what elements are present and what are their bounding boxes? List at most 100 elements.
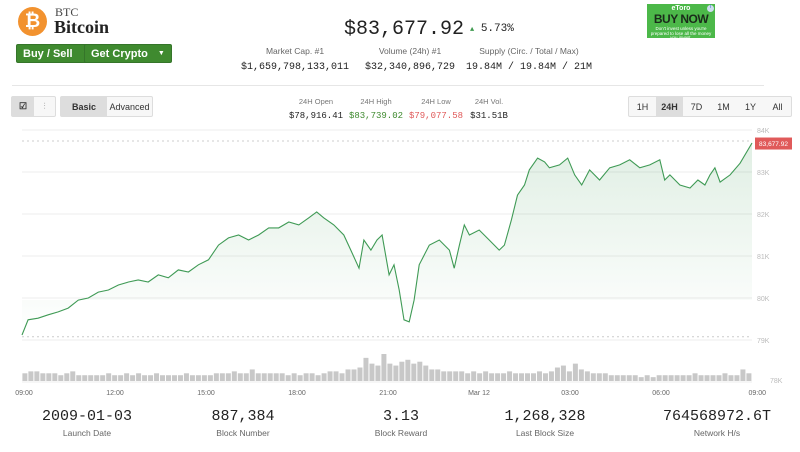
volume-bar: [602, 373, 608, 381]
volume-bar: [531, 373, 536, 381]
volume-bar: [255, 373, 261, 381]
x-tick-label: 15:00: [197, 390, 215, 397]
volume-bar: [542, 373, 548, 381]
volume-bar: [465, 373, 471, 381]
volume-bar: [375, 365, 381, 381]
get-crypto-button[interactable]: Get Crypto ▼: [84, 44, 172, 63]
volume-bar: [626, 375, 632, 381]
volume-bar: [495, 373, 501, 381]
ohlc-label: 24H Low: [421, 97, 451, 106]
volume-bar: [441, 371, 447, 381]
volume-bar: [447, 371, 453, 381]
volume-bar: [183, 373, 189, 381]
volume-bar: [656, 375, 662, 381]
volume-bar: [423, 365, 429, 381]
volume-bar: [734, 375, 740, 381]
volume-bar: [52, 373, 58, 381]
advanced-tab[interactable]: Advanced: [109, 101, 150, 112]
volume-bar: [28, 371, 34, 381]
range-all[interactable]: All: [772, 101, 783, 112]
volume-bar: [327, 371, 333, 381]
volume-bar: [46, 373, 52, 381]
volume-bar: [483, 371, 489, 381]
volume-bar: [333, 371, 339, 381]
basic-tab[interactable]: Basic: [61, 97, 107, 116]
volume-bar: [746, 373, 752, 381]
volume-bar: [231, 371, 237, 381]
ohlc-value: $83,739.02: [348, 111, 403, 121]
volume-bar: [136, 373, 142, 381]
range-1h[interactable]: 1H: [636, 101, 649, 112]
volume-bar: [70, 371, 76, 381]
coin-name: Bitcoin: [54, 17, 110, 37]
ad-disclaimer: Don't invest unless you're prepared to l…: [650, 26, 712, 38]
ohlc-value: $31.51B: [470, 111, 508, 121]
volume-bar: [393, 365, 399, 381]
up-arrow-icon: ▲: [470, 26, 475, 34]
volume-bar: [584, 371, 590, 381]
volume-bar: [405, 359, 411, 381]
coin-symbol: BTC: [55, 5, 79, 19]
price-chart[interactable]: 84K 83K 82K 81K 80K 79K 78K 09:00 12:00 15:00 18:0…: [0, 0, 800, 400]
volume-bar: [560, 365, 566, 381]
supply-stat: Supply (Circ. / Total / Max) 19.84M / 19.…: [464, 46, 594, 73]
get-crypto-label: Get Crypto: [91, 47, 148, 60]
volume-bar: [578, 369, 584, 381]
ohlc-volume: 24H Vol. $31.51B: [468, 97, 510, 121]
volume-bar: [614, 375, 620, 381]
ad-info-icon[interactable]: i: [707, 5, 714, 12]
volume-bar: [381, 354, 387, 381]
y-tick-label: 81K: [757, 254, 770, 261]
volume-bar: [315, 375, 321, 381]
volume-bar: [76, 375, 82, 381]
volume-bar: [88, 375, 94, 381]
range-24h[interactable]: 24H: [656, 97, 683, 116]
volume-bar: [453, 371, 459, 381]
volume-bar: [698, 375, 704, 381]
volume-bar: [267, 373, 273, 381]
stat-label: Market Cap. #1: [265, 46, 325, 56]
volume-bar: [177, 375, 183, 381]
volume-bar: [291, 373, 297, 381]
price-area-fill: [22, 143, 752, 335]
volume-bar: [662, 375, 668, 381]
chart-type-toggle: ☑ ⫶: [11, 96, 56, 117]
volume-bar: [22, 373, 28, 381]
volume-bar: [620, 375, 626, 381]
volume-bar: [507, 371, 513, 381]
volume-bar: [548, 371, 554, 381]
volume-bar: [525, 373, 531, 381]
range-1y[interactable]: 1Y: [744, 101, 756, 112]
buy-sell-label: Buy / Sell: [23, 47, 73, 60]
volume-bar: [40, 373, 46, 381]
volume-bar: [722, 373, 728, 381]
volume-bar: [321, 373, 327, 381]
volume-bar: [471, 371, 477, 381]
line-chart-icon[interactable]: ☑: [12, 97, 34, 116]
volume-bar: [554, 367, 560, 381]
stat-value: 1,268,328: [504, 408, 586, 425]
volume-bar: [363, 357, 369, 381]
volume-bar: [387, 363, 393, 381]
volume-bar: [351, 369, 357, 381]
etoro-ad-banner[interactable]: eToro BUY NOW Don't invest unless you're…: [647, 4, 715, 38]
stat-label: Volume (24h) #1: [378, 46, 442, 56]
stat-value: 3.13: [382, 408, 419, 425]
volume-bar: [160, 375, 166, 381]
range-1m[interactable]: 1M: [717, 101, 730, 112]
volume-bar: [477, 373, 483, 381]
market-cap-stat: Market Cap. #1 $1,659,798,133,011: [240, 46, 350, 73]
volume-bar: [237, 373, 243, 381]
stat-value: 2009-01-03: [41, 408, 132, 425]
ohlc-value: $79,077.58: [408, 111, 463, 121]
current-price: $83,677.92: [344, 18, 465, 41]
volume-bar: [213, 373, 219, 381]
view-mode-toggle: Basic Advanced: [60, 96, 153, 117]
volume-bar: [686, 375, 692, 381]
ohlc-low: 24H Low $79,077.58: [408, 97, 464, 121]
volume-bar: [339, 373, 345, 381]
range-7d[interactable]: 7D: [690, 101, 703, 112]
y-tick-label: 83K: [757, 170, 770, 177]
candlestick-icon[interactable]: ⫶: [43, 101, 46, 111]
last-block-size-stat: 1,268,328 Last Block Size: [475, 408, 615, 438]
